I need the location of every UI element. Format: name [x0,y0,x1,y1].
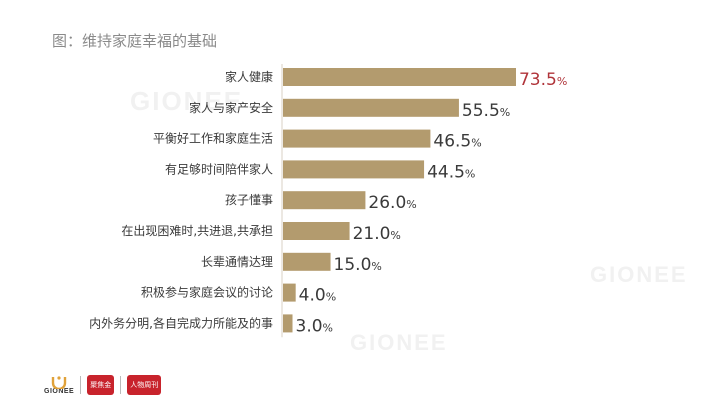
badge-logo-1: 聚焦金 [87,374,115,395]
value-label: 44.5% [427,162,475,182]
value-label: 3.0% [296,316,334,336]
badge-logo-2: 人物周刊 [127,374,162,395]
footer-divider [80,375,82,394]
category-label: 长辈通情达理 [201,255,273,269]
gionee-logo-text: GIONEE [44,388,75,395]
value-label: 15.0% [334,255,382,275]
bar [283,68,516,86]
value-label: 46.5% [433,132,481,152]
bar [283,252,331,271]
bar [283,283,296,302]
footer-divider [120,375,122,394]
value-label: 55.5% [462,101,510,121]
bar [283,160,425,179]
gionee-logo: GIONEE [44,374,74,395]
footer-logos: GIONEE 聚焦金 人物周刊 [44,374,162,395]
bar [283,314,293,333]
category-label: 家人健康 [225,69,273,84]
gionee-mark-icon [51,374,67,391]
category-label: 积极参与家庭会议的讨论 [141,285,273,300]
chart-title: 图：维持家庭幸福的基础 [52,32,218,50]
category-label: 内外务分明,各自完成力所能及的事 [89,315,273,330]
category-label: 孩子懂事 [225,193,273,207]
category-label: 平衡好工作和家庭生活 [153,131,273,146]
value-label: 21.0% [353,224,401,244]
bar [283,98,459,117]
category-label: 家人与家产安全 [189,100,273,115]
value-label: 4.0% [299,286,337,306]
value-label: 73.5% [519,70,567,90]
bar [283,129,431,148]
category-label: 有足够时间陪伴家人 [165,161,273,176]
bar [283,191,366,210]
bar [283,222,350,240]
category-label: 在出现困难时,共进退,共承担 [121,224,273,238]
value-label: 26.0% [368,193,416,213]
